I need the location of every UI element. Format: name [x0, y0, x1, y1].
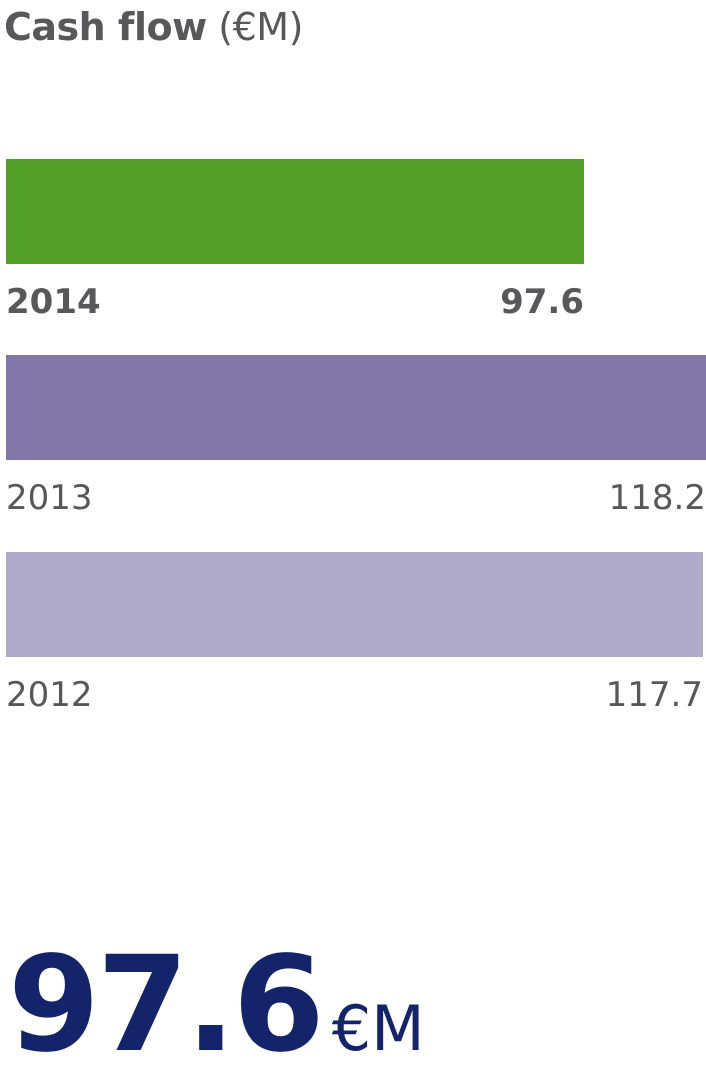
bar-label-2014: 2014 — [6, 282, 101, 322]
chart-title: Cash flow (€M) — [4, 4, 303, 50]
bar-label-2013: 2013 — [6, 478, 93, 518]
bar-value-2012: 117.7 — [605, 675, 703, 715]
headline-value: 97.6 — [8, 928, 325, 1082]
chart-title-main: Cash flow — [4, 5, 207, 49]
bar-label-2012: 2012 — [6, 675, 93, 715]
headline-unit: €M — [331, 992, 425, 1065]
bar-value-2014: 97.6 — [500, 282, 584, 322]
bar-2014 — [6, 159, 584, 264]
bar-value-2013: 118.2 — [608, 478, 706, 518]
headline-figure: 97.6 €M — [8, 930, 425, 1080]
chart-title-unit: (€M) — [218, 5, 303, 49]
bar-2013 — [6, 355, 706, 460]
bar-2012 — [6, 552, 703, 657]
bar-chart: 2014 97.6 2013 118.2 2012 117.7 — [6, 159, 706, 715]
